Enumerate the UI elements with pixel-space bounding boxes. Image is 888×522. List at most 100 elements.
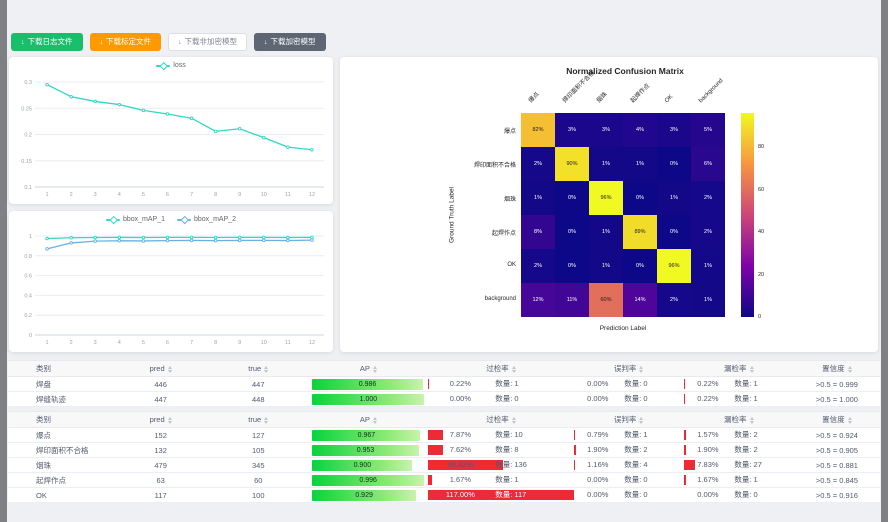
sort-icon[interactable] <box>264 416 269 424</box>
missdetect-cell: 0.22% 数量: 1 <box>683 391 794 407</box>
column-header-conf[interactable]: 置信度 <box>793 411 880 428</box>
matrix-cell: 12% <box>521 283 555 317</box>
column-header-mis[interactable]: 误判率 <box>573 411 684 428</box>
colorbar-tick-label: 60 <box>758 186 765 193</box>
pred-cell: 479 <box>113 457 209 473</box>
sort-icon[interactable] <box>167 416 172 424</box>
pred-cell: 117 <box>113 487 209 503</box>
pred-cell: 132 <box>113 442 209 458</box>
download-encrypted-model-label: 下载加密模型 <box>270 37 316 47</box>
matrix-cell: 6% <box>691 147 725 181</box>
download-plain-model-button[interactable]: ↓ 下载非加密模型 <box>168 33 247 51</box>
ap-cell: 0.953 <box>308 442 429 458</box>
svg-text:5: 5 <box>142 340 145 346</box>
sort-icon[interactable] <box>264 365 269 373</box>
colorbar-tick-label: 0 <box>758 314 762 320</box>
sort-icon[interactable] <box>847 365 852 373</box>
ap-cell: 0.929 <box>308 487 429 503</box>
sort-icon[interactable] <box>847 416 852 424</box>
svg-text:7: 7 <box>190 192 193 198</box>
line-series-icon <box>105 215 120 224</box>
confusion-matrix-title: Normalized Confusion Matrix <box>566 66 684 76</box>
matrix-cell: 0% <box>623 181 657 215</box>
svg-text:0.8: 0.8 <box>24 254 32 260</box>
ap-bar: 0.900 <box>312 459 413 471</box>
download-calibration-button[interactable]: ↓ 下载标定文件 <box>89 33 161 51</box>
download-icon: ↓ <box>21 38 25 46</box>
confidence-cell: >0.5 = 0.924 <box>793 427 880 443</box>
svg-text:10: 10 <box>261 340 267 346</box>
matrix-row-label: 爆点 <box>503 129 516 135</box>
true-cell: 127 <box>208 427 309 443</box>
missdetect-cell: 1.57% 数量: 2 <box>683 427 794 443</box>
confidence-cell: >0.5 = 0.905 <box>793 442 880 458</box>
sort-icon[interactable] <box>749 416 754 424</box>
matrix-col-label: 焊印面积不合格 <box>562 70 597 105</box>
sort-icon[interactable] <box>511 365 516 373</box>
column-header-ap[interactable]: AP <box>308 360 429 377</box>
misjudge-cell: 1.90% 数量: 2 <box>573 442 684 458</box>
rate-bar <box>573 445 577 455</box>
svg-text:8: 8 <box>214 192 217 198</box>
sort-icon[interactable] <box>639 416 644 424</box>
matrix-row-label: background <box>484 296 516 302</box>
column-header-ap[interactable]: AP <box>308 411 429 428</box>
loss-line-chart: 0.10.150.20.250.31 2 3 4 5 6 7 8 9 10 11 12 <box>21 80 324 198</box>
column-header-miss[interactable]: 漏检率 <box>683 411 794 428</box>
download-encrypted-model-button[interactable]: ↓ 下载加密模型 <box>254 33 326 51</box>
column-header-true[interactable]: true <box>208 360 309 377</box>
matrix-cell: 2% <box>521 249 555 283</box>
colorbar-tick-label: 80 <box>758 144 765 150</box>
svg-text:4: 4 <box>118 340 121 346</box>
true-cell: 448 <box>208 391 309 407</box>
column-header-true[interactable]: true <box>208 411 309 428</box>
missdetect-cell: 0.00% 数量: 0 <box>683 487 794 503</box>
colorbar-tick-label: 20 <box>758 271 765 278</box>
table-row: OK 117 100 0.929 117.00% 数量: 117 0.00% 数量: 0 0.0… <box>8 487 880 503</box>
sort-icon[interactable] <box>372 365 377 373</box>
column-header-mis[interactable]: 误判率 <box>573 360 684 377</box>
overdetect-cell: 39.42% 数量: 136 <box>428 457 574 473</box>
overdetect-cell: 1.67% 数量: 1 <box>428 472 574 488</box>
column-header-miss[interactable]: 漏检率 <box>683 360 794 377</box>
pred-cell: 63 <box>113 472 209 488</box>
class-cell: 焊印面积不合格 <box>8 442 114 458</box>
legend-item-loss[interactable]: loss <box>156 61 186 70</box>
svg-text:4: 4 <box>118 192 121 198</box>
class-cell: 焊缝轨迹 <box>8 391 114 407</box>
svg-text:7: 7 <box>190 340 193 346</box>
svg-text:3: 3 <box>94 340 97 346</box>
rate-bar <box>683 475 687 485</box>
sort-icon[interactable] <box>639 365 644 373</box>
misjudge-cell: 0.00% 数量: 0 <box>573 472 684 488</box>
map-chart-card: bbox_mAP_1 bbox_mAP_2 0 0.2 0.4 0.6 0.8 1 1 2 3 4… <box>9 211 333 352</box>
matrix-cell: 2% <box>657 283 691 317</box>
loss-chart-card: loss 0.1 0.15 0.2 0.25 0.3 1 2 3 4 5 6 7 8 9 10 11 12 <box>9 57 333 204</box>
matrix-cell: 1% <box>589 215 623 249</box>
column-header-conf[interactable]: 置信度 <box>793 360 880 377</box>
svg-text:2: 2 <box>70 340 73 346</box>
download-icon: ↓ <box>178 38 182 46</box>
sort-icon[interactable] <box>372 416 377 424</box>
matrix-cell: 4% <box>623 113 657 147</box>
class-cell: 焊盘 <box>8 376 114 392</box>
matrix-row-label: 烟珠 <box>503 197 516 203</box>
missdetect-cell: 1.67% 数量: 1 <box>683 472 794 488</box>
column-header-over[interactable]: 过检率 <box>428 360 574 377</box>
download-log-button[interactable]: ↓ 下载日志文件 <box>11 33 83 51</box>
sort-icon[interactable] <box>749 365 754 373</box>
ap-bar: 0.953 <box>312 444 419 456</box>
column-header-pred[interactable]: pred <box>113 411 209 428</box>
misjudge-cell: 0.00% 数量: 0 <box>573 487 684 503</box>
rate-bar <box>428 460 503 470</box>
matrix-grid: 82% 3% 3% 4% 3% 5% 2% 90% 1% 1% 0% 6% 1% 0% 96% 0% 1% 2% 8… <box>521 113 725 317</box>
column-header-pred[interactable]: pred <box>113 360 209 377</box>
sort-icon[interactable] <box>511 416 516 424</box>
column-header-over[interactable]: 过检率 <box>428 411 574 428</box>
toolbar: ↓ 下载日志文件 ↓ 下载标定文件 ↓ 下载非加密模型 ↓ 下载加密模型 <box>11 33 326 51</box>
legend-item-bbox-map-1[interactable]: bbox_mAP_1 <box>105 215 165 224</box>
sort-icon[interactable] <box>167 365 172 373</box>
metrics-table-2: 类别 pred true AP 过检率 误判率 漏检率 置信度 爆点 152 127 0.967 7.8… <box>8 411 880 503</box>
legend-item-bbox-map-2[interactable]: bbox_mAP_2 <box>177 215 237 224</box>
legend-label: bbox_mAP_2 <box>194 216 237 223</box>
